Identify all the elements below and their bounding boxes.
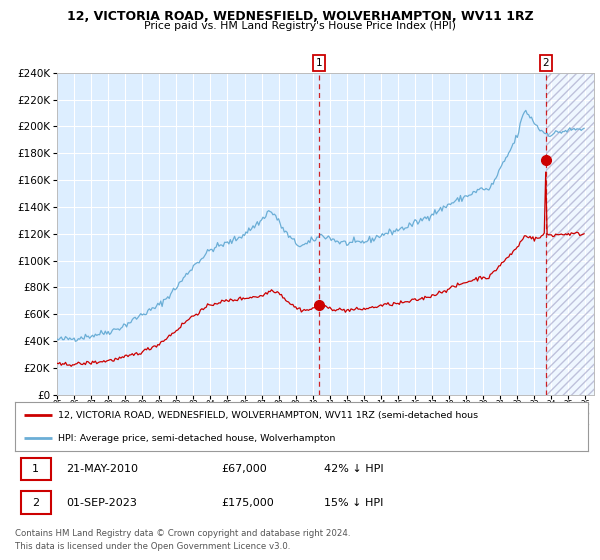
FancyBboxPatch shape — [21, 492, 50, 514]
Text: £67,000: £67,000 — [221, 464, 267, 474]
Text: 12, VICTORIA ROAD, WEDNESFIELD, WOLVERHAMPTON, WV11 1RZ: 12, VICTORIA ROAD, WEDNESFIELD, WOLVERHA… — [67, 10, 533, 23]
Text: This data is licensed under the Open Government Licence v3.0.: This data is licensed under the Open Gov… — [15, 542, 290, 550]
Text: 01-SEP-2023: 01-SEP-2023 — [67, 498, 137, 507]
Text: HPI: Average price, semi-detached house, Wolverhampton: HPI: Average price, semi-detached house,… — [58, 434, 335, 443]
Text: 1: 1 — [316, 58, 323, 68]
Text: 2: 2 — [542, 58, 549, 68]
Text: Contains HM Land Registry data © Crown copyright and database right 2024.: Contains HM Land Registry data © Crown c… — [15, 529, 350, 538]
Text: Price paid vs. HM Land Registry's House Price Index (HPI): Price paid vs. HM Land Registry's House … — [144, 21, 456, 31]
Text: £175,000: £175,000 — [221, 498, 274, 507]
FancyBboxPatch shape — [21, 458, 50, 480]
Text: 42% ↓ HPI: 42% ↓ HPI — [325, 464, 384, 474]
Text: 15% ↓ HPI: 15% ↓ HPI — [325, 498, 384, 507]
Text: 12, VICTORIA ROAD, WEDNESFIELD, WOLVERHAMPTON, WV11 1RZ (semi-detached hous: 12, VICTORIA ROAD, WEDNESFIELD, WOLVERHA… — [58, 411, 478, 420]
Text: 21-MAY-2010: 21-MAY-2010 — [67, 464, 139, 474]
Text: 2: 2 — [32, 498, 39, 507]
Text: 1: 1 — [32, 464, 39, 474]
